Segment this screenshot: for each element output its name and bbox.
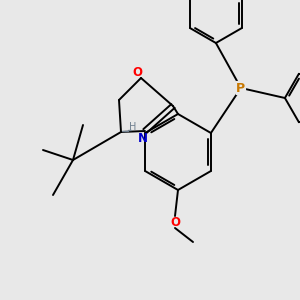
Text: O: O (132, 67, 142, 80)
Text: H: H (129, 122, 137, 132)
Text: N: N (138, 131, 148, 145)
Text: O: O (170, 215, 180, 229)
Text: P: P (236, 82, 245, 94)
